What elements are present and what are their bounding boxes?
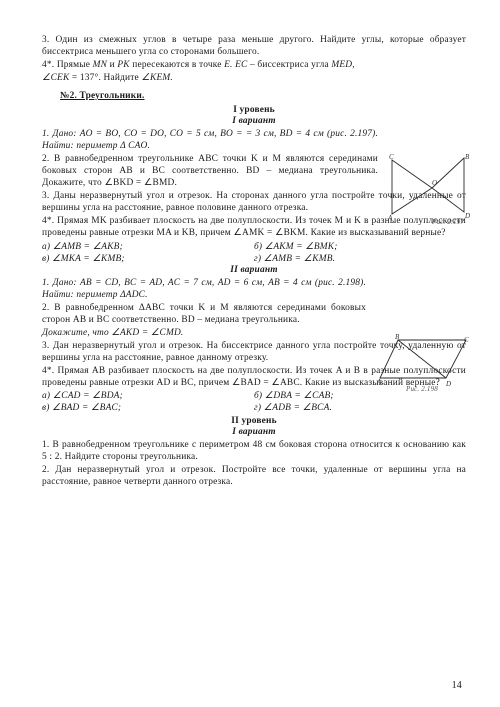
svg-text:D: D xyxy=(445,380,451,388)
figure-caption: Рис. 2.197 xyxy=(431,218,464,226)
v2-ans-c: в) ∠BAD = ∠BAC; xyxy=(42,402,254,414)
svg-text:A: A xyxy=(376,378,382,386)
v1-ans-b: б) ∠AKM = ∠BMK; xyxy=(254,241,466,253)
l2-q1: 1. В равнобедренном треугольнике с перим… xyxy=(42,439,466,463)
triangles-icon: C B O A D Рис. 2.197 xyxy=(386,152,470,226)
t: E. EC xyxy=(224,60,247,70)
v2-ans-a: а) ∠CAD = ∠BDA; xyxy=(42,390,254,402)
svg-text:O: O xyxy=(432,179,437,187)
v1-ans-a: a) ∠AMB = ∠AKB; xyxy=(42,241,254,253)
variant-2-heading: II вариант xyxy=(42,264,466,276)
variant-1b-heading: I вариант xyxy=(42,426,466,438)
t: 4*. Прямые xyxy=(42,60,93,70)
top-p2: 4*. Прямые MN и PK пересекаются в точке … xyxy=(42,59,466,71)
content: 3. Один из смежных углов в четыре раза м… xyxy=(42,34,466,488)
t: PK xyxy=(117,60,129,70)
rhombus-icon: B C A D Рис. 2.198 xyxy=(376,334,470,394)
t: – биссектриса угла xyxy=(247,60,331,70)
v1-q1: 1. Дано: AO = BO, CO = DO, CO = 5 см, BO… xyxy=(42,128,466,152)
figure-2-198: B C A D Рис. 2.198 xyxy=(376,334,470,398)
v2-q1: 1. Дано: AB = CD, BC = AD, AC = 7 см, AD… xyxy=(42,277,466,301)
top-p1: 3. Один из смежных углов в четыре раза м… xyxy=(42,34,466,58)
v1-answers: a) ∠AMB = ∠AKB; б) ∠AKM = ∠BMK; в) ∠MKA … xyxy=(42,241,466,265)
v2-ans-d: г) ∠ADB = ∠BCA. xyxy=(254,402,466,414)
svg-text:B: B xyxy=(465,153,470,161)
v2-q2: 2. В равнобедренном ΔABC точки K и M явл… xyxy=(42,302,466,326)
t: ∠KEM. xyxy=(141,73,172,83)
t: и xyxy=(107,60,117,70)
figure-caption: Рис. 2.198 xyxy=(405,385,438,393)
t: ∠CEK xyxy=(42,73,69,83)
t: 1. Дано: AO = BO, CO = DO, CO = 5 см, BO… xyxy=(42,129,378,151)
page: 3. Один из смежных углов в четыре раза м… xyxy=(0,0,500,707)
section-heading: №2. Треугольники. xyxy=(42,90,466,102)
t: пересекаются в точке xyxy=(130,60,224,70)
t: = 137°. Найдите xyxy=(69,73,141,83)
variant-1-heading: I вариант xyxy=(42,115,466,127)
top-p3: ∠CEK = 137°. Найдите ∠KEM. xyxy=(42,72,466,84)
v1-ans-d: г) ∠AMB = ∠KMB. xyxy=(254,253,466,265)
svg-text:A: A xyxy=(387,214,393,222)
svg-text:C: C xyxy=(389,153,394,161)
svg-text:C: C xyxy=(464,336,469,344)
svg-text:D: D xyxy=(464,212,470,220)
figure-2-197: C B O A D Рис. 2.197 xyxy=(386,152,470,230)
svg-text:B: B xyxy=(395,334,400,341)
page-number: 14 xyxy=(452,680,462,693)
v1-ans-c: в) ∠MKA = ∠KMB; xyxy=(42,253,254,265)
t: MED, xyxy=(331,60,354,70)
l2-q2: 2. Дан неразвернутый угол и отрезок. Пос… xyxy=(42,464,466,488)
t: MN xyxy=(93,60,107,70)
